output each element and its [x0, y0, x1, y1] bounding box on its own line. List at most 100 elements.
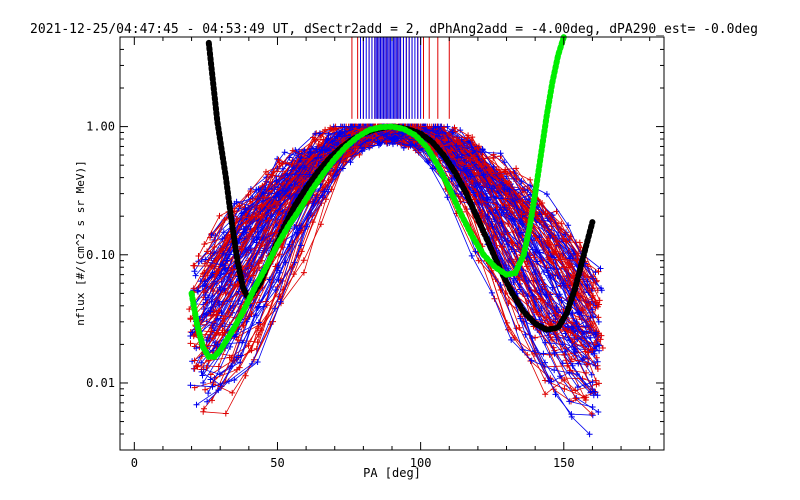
data-point-marker [536, 234, 543, 241]
data-point-marker [254, 339, 261, 346]
data-point-marker [504, 180, 510, 187]
data-point-marker [233, 215, 240, 222]
data-point-marker [516, 324, 523, 331]
data-point-marker [194, 287, 201, 294]
data-point-marker [265, 203, 272, 209]
data-point-marker [579, 356, 586, 363]
data-point-marker [254, 305, 261, 311]
data-point-marker [489, 223, 496, 230]
data-point-marker [241, 226, 248, 232]
data-point-marker [209, 383, 216, 390]
data-point-marker [209, 397, 215, 404]
data-point-marker [441, 124, 447, 131]
data-point-marker [549, 336, 555, 343]
data-point-marker [269, 205, 276, 212]
data-point-marker [594, 366, 601, 372]
y-tick-label: 0.10 [86, 248, 115, 262]
data-point-marker [567, 367, 574, 374]
data-point-marker [502, 168, 509, 175]
data-point-marker [191, 268, 198, 275]
data-point-marker [221, 329, 228, 336]
data-point-marker [208, 298, 215, 305]
data-point-marker [589, 412, 596, 419]
data-point-marker [268, 213, 275, 220]
data-point-marker [595, 314, 602, 321]
data-point-marker [544, 215, 551, 222]
data-point-marker [383, 138, 390, 145]
data-point-marker [551, 249, 557, 256]
data-point-marker [198, 368, 205, 375]
data-point-marker [409, 136, 415, 143]
data-point-marker [499, 244, 506, 251]
data-point-marker [572, 387, 579, 394]
x-tick-label: 150 [553, 456, 575, 470]
data-point-marker [513, 165, 520, 172]
data-point-marker [522, 331, 529, 338]
data-point-marker [469, 134, 476, 141]
data-point-marker [272, 305, 278, 312]
data-point-marker [201, 405, 207, 412]
data-point-marker [265, 171, 272, 178]
data-point-marker [351, 143, 358, 150]
data-point-marker [311, 137, 318, 143]
data-curve [207, 131, 593, 394]
data-point-marker [325, 188, 331, 195]
data-point-marker [589, 306, 596, 313]
data-point-marker [227, 343, 234, 350]
data-point-marker [518, 229, 525, 236]
data-point-marker [279, 180, 286, 187]
data-point-marker [444, 123, 451, 130]
data-point-marker [598, 332, 605, 339]
data-point-marker [222, 410, 229, 417]
data-point-marker [435, 130, 442, 137]
data-point-marker [275, 276, 282, 283]
data-point-marker [289, 147, 296, 154]
data-point-marker [593, 354, 600, 361]
data-point-marker [536, 249, 543, 256]
data-point-marker [220, 250, 227, 257]
data-point-marker [488, 205, 495, 212]
data-point-marker [284, 172, 291, 178]
data-point-marker [253, 186, 260, 193]
data-point-marker [552, 310, 559, 317]
data-point-marker [258, 214, 265, 221]
data-point-marker [219, 235, 226, 242]
data-point-marker [497, 150, 504, 157]
data-point-marker [503, 319, 510, 326]
data-point-marker [316, 130, 323, 137]
data-point-marker [190, 333, 197, 340]
data-point-marker [319, 147, 326, 154]
data-point-marker [304, 223, 310, 230]
data-point-marker [236, 364, 243, 371]
data-point-marker [212, 270, 219, 277]
data-point-marker [565, 222, 572, 229]
data-point-marker [475, 169, 482, 176]
data-point-marker [502, 196, 509, 203]
data-point-marker [561, 385, 568, 392]
data-curves-group [186, 123, 606, 438]
data-point-marker [200, 301, 207, 308]
data-point-marker [452, 128, 459, 135]
data-point-marker [539, 200, 546, 206]
data-point-marker [571, 346, 578, 353]
data-point-marker [276, 220, 283, 227]
data-point-marker [511, 260, 517, 267]
data-point-marker [467, 173, 474, 180]
data-point-marker [558, 220, 565, 227]
data-point-marker [470, 189, 477, 196]
data-point-marker [543, 191, 550, 198]
data-point-marker [261, 190, 267, 197]
vertical-lines-group [351, 37, 450, 119]
data-point-marker [317, 221, 324, 228]
data-point-marker [596, 347, 603, 354]
data-point-marker [566, 398, 573, 405]
data-point-marker [237, 352, 244, 359]
data-point-marker [193, 345, 200, 352]
data-curve [190, 132, 598, 396]
data-point-marker [213, 311, 220, 318]
data-point-marker [588, 410, 595, 417]
data-point-marker [453, 142, 460, 149]
data-point-marker [539, 286, 545, 293]
data-point-marker [297, 242, 304, 249]
data-point-marker [524, 351, 531, 358]
